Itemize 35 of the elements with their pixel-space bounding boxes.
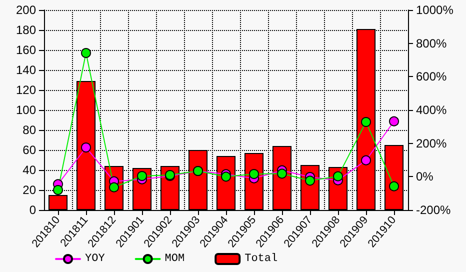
y-tick-label: 140 [16, 63, 36, 77]
y2-tick-label: 400% [416, 103, 448, 117]
point [81, 48, 91, 58]
legend-label: Total [244, 253, 278, 265]
point [277, 168, 287, 179]
point [333, 171, 343, 182]
y-tick-label: 80 [22, 123, 36, 137]
point [249, 169, 259, 179]
point [137, 171, 147, 181]
y2-tick-label: 1000% [416, 3, 454, 17]
y2-tick-label: 0% [416, 170, 434, 184]
point [361, 117, 371, 127]
point [109, 182, 119, 192]
y-tick-label: 120 [16, 83, 36, 97]
y-tick-label: 20 [22, 183, 36, 197]
point [361, 155, 371, 166]
point [305, 176, 315, 186]
point [389, 181, 399, 192]
y-tick-label: 200 [16, 3, 36, 17]
y2-tick-label: -200% [416, 203, 452, 217]
y2-tick-label: 600% [416, 70, 448, 84]
point [221, 172, 231, 182]
point [53, 185, 63, 195]
point [389, 116, 399, 126]
y-tick-label: 0 [29, 203, 36, 217]
point [81, 142, 91, 152]
y-tick-label: 40 [22, 163, 36, 177]
legend-label: MOM [164, 253, 185, 265]
y-tick-label: 180 [16, 23, 36, 37]
legend-label: YOY [85, 253, 106, 265]
y2-tick-label: 800% [416, 36, 448, 50]
y-tick-label: 100 [16, 103, 36, 117]
y-tick-label: 60 [22, 143, 36, 157]
y2-tick-label: 200% [416, 136, 448, 150]
y-tick-label: 160 [16, 43, 36, 57]
